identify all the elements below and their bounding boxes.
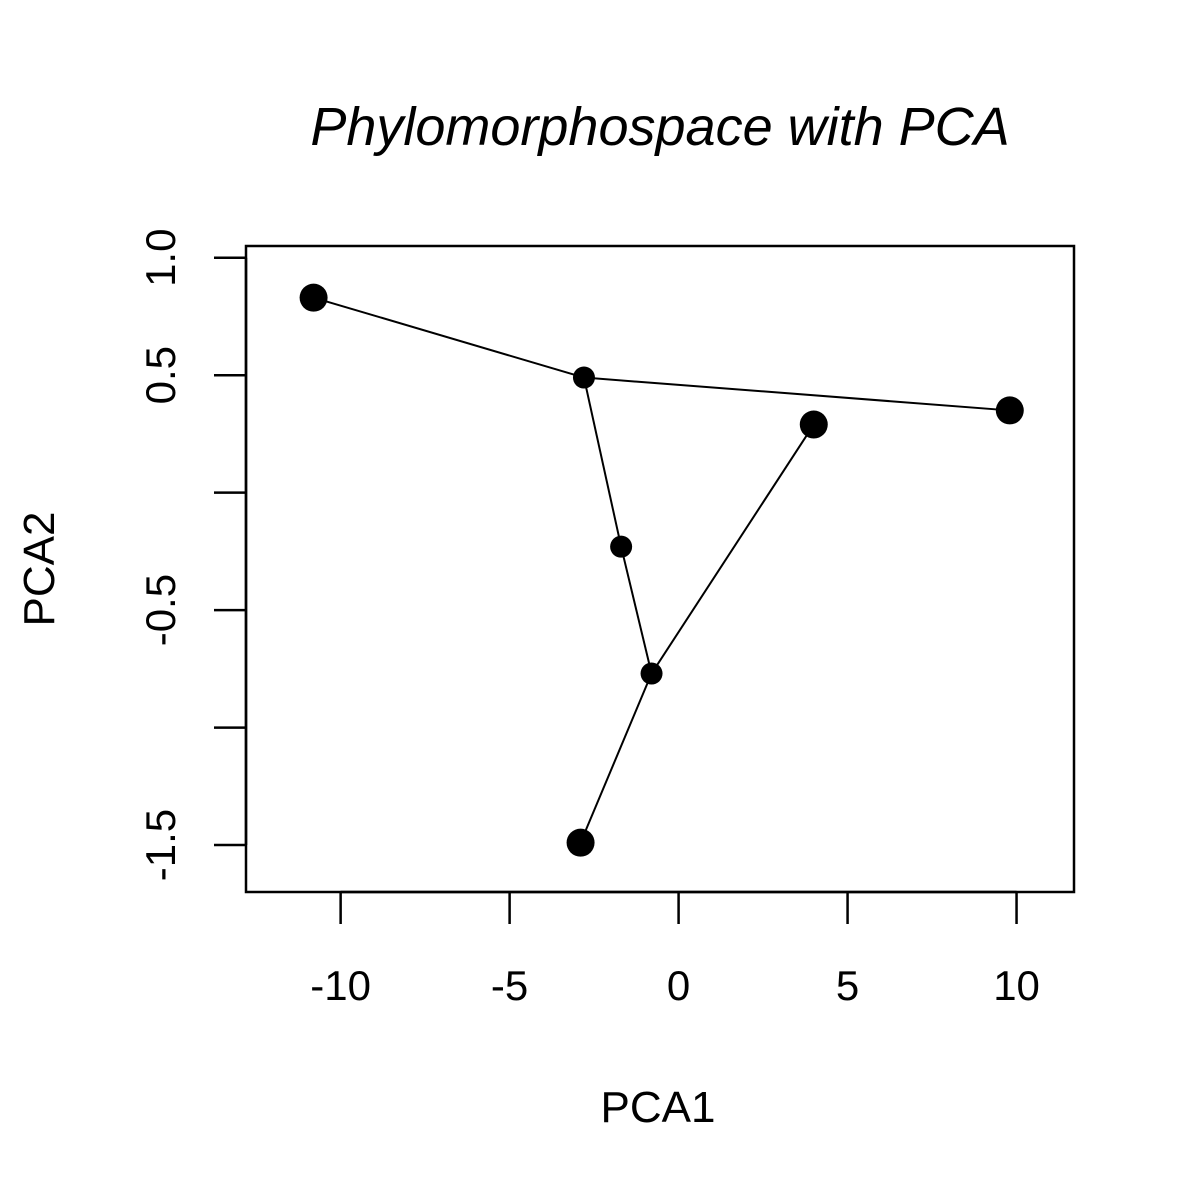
y-tick-label: -0.5 [137,574,184,646]
y-tick-label: 0.5 [137,346,184,404]
y-tick-label: -1.5 [137,809,184,881]
x-axis: -10 -5 0 5 10 [310,890,1040,1009]
tree-edge [582,377,623,547]
tip-point [299,283,328,312]
data-points [299,283,1024,857]
chart-title: Phylomorphospace with PCA [310,97,1009,157]
y-axis-label: PCA2 [15,512,64,627]
tree-edge [313,296,585,379]
x-tick-label: 5 [836,962,859,1009]
x-tick-label: -5 [491,962,528,1009]
internal-node-point [640,662,663,685]
plot-box [244,244,1076,894]
tree-edge [650,423,815,675]
x-tick-label: -10 [310,962,371,1009]
tip-point [799,410,828,439]
y-tick-label: 1.0 [137,229,184,287]
tip-point [995,396,1024,425]
tree-edge [583,376,1010,412]
internal-node-point [610,535,633,558]
internal-node-point [572,366,595,389]
tree-edges [313,296,1010,844]
x-tick-label: 0 [667,962,690,1009]
tip-point [566,828,595,857]
y-axis: -1.5 -0.5 0.5 1.0 [137,229,248,881]
x-tick-label: 10 [993,962,1040,1009]
tree-edge [579,673,653,844]
tree-edge [620,546,653,674]
x-axis-label: PCA1 [601,1083,716,1132]
